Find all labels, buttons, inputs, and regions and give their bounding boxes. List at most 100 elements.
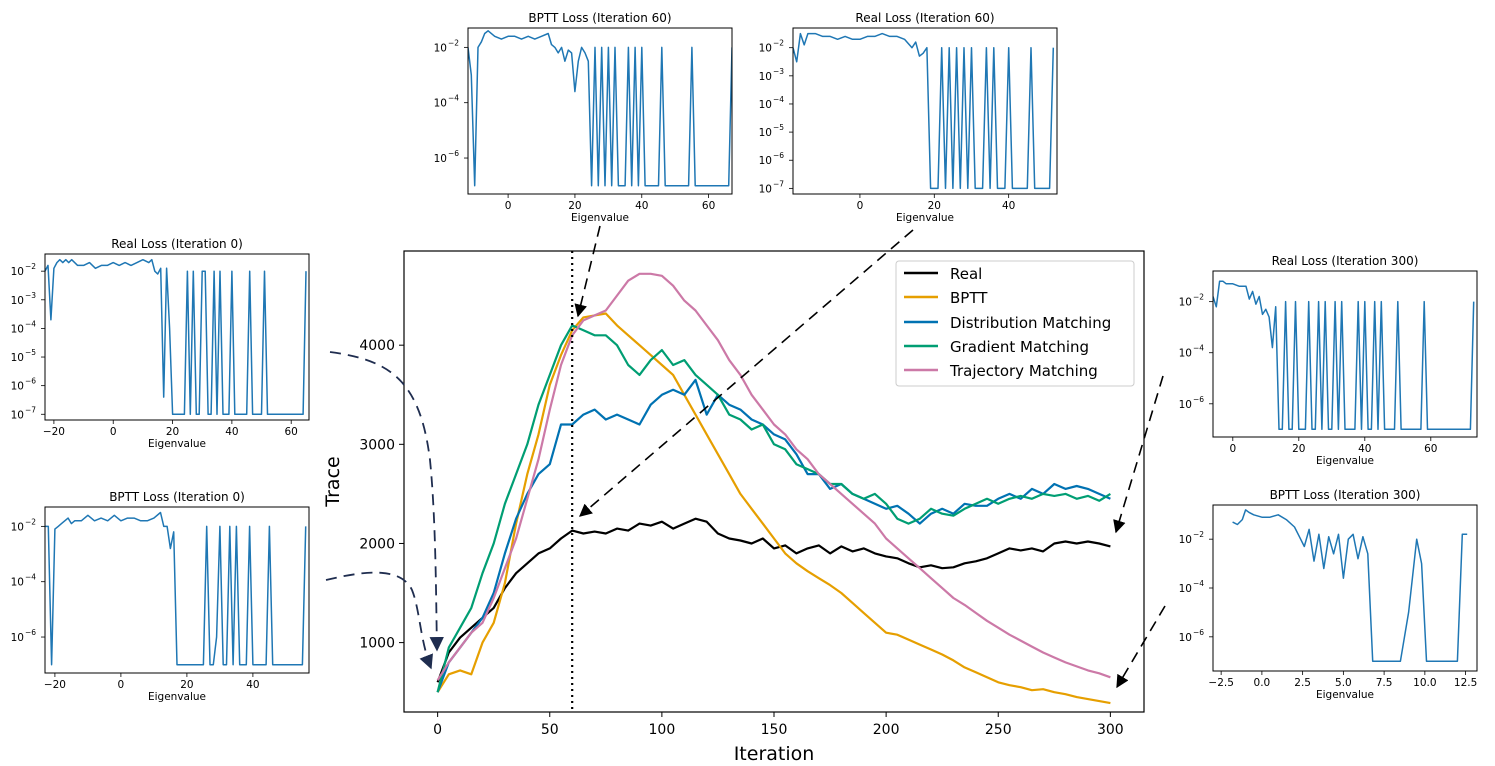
inset-x-tick-label: 12.5 [1454,677,1477,689]
inset-x-tick-label: 60 [1424,443,1437,455]
inset-x-tick-label: 60 [702,200,715,212]
inset-y-tick-exponent: −6 [25,628,36,637]
inset-y-tick-exponent: −5 [773,123,784,132]
series-line-bptt [436,312,1111,705]
inset-x-axis-label: Eigenvalue [148,691,206,703]
inset-y-tick-exponent: −2 [773,39,784,48]
inset-y-tick-label: 10 [759,155,772,167]
inset-frame [1212,270,1478,438]
legend-label-gradient-matching: Gradient Matching [950,338,1089,356]
inset-y-tick-label: 10 [11,381,24,393]
inset-x-tick-label: 60 [285,426,298,438]
inset-y-tick-label: 10 [1179,348,1192,360]
inset-x-tick-label: 0 [857,200,864,212]
inset-x-tick-label: 40 [225,426,238,438]
inset-y-tick-label: 10 [1179,297,1192,309]
inset-x-tick-label: 0 [110,426,117,438]
inset-y-tick-exponent: −6 [773,151,784,160]
x-tick-label: 300 [1097,722,1124,738]
inset-x-tick-label: −20 [43,426,65,438]
inset-y-tick-exponent: −7 [773,179,784,188]
spectrum-line [45,258,307,416]
inset-y-tick-label: 10 [1179,534,1192,546]
inset-real-loss-iter-300: Real Loss (Iteration 300)0 20 40 6010−610−4… [1179,254,1478,467]
inset-frame [44,506,310,674]
legend-label-distribution-matching: Distribution Matching [950,314,1111,332]
inset-y-tick-label: 10 [759,127,772,139]
inset-x-tick-label: 0 [118,679,125,691]
arrow-bptt-0 [325,571,433,670]
inset-x-tick-label: 20 [568,200,581,212]
legend-box [895,260,1135,387]
series-line-real [436,517,1111,683]
arrow-bptt-300 [1116,605,1166,689]
inset-x-tick-label: 20 [1292,443,1305,455]
arrow-bptt-60 [574,225,601,318]
inset-y-tick-label: 10 [759,43,772,55]
x-tick-label: 0 [433,722,442,738]
legend-label-trajectory-matching: Trajectory Matching [949,362,1098,380]
inset-y-tick-exponent: −3 [773,67,784,76]
x-axis-label: Iteration [734,743,815,765]
inset-x-tick-label: 40 [1358,443,1371,455]
inset-x-tick-label: 2.5 [1294,677,1311,689]
inset-y-tick-exponent: −4 [25,573,36,582]
y-tick-label: 4000 [359,338,395,354]
inset-y-tick-label: 10 [1179,583,1192,595]
inset-title: Real Loss (Iteration 300) [1272,254,1419,268]
inset-x-tick-label: −2.5 [1208,677,1234,689]
arrow-real-300 [1113,375,1164,534]
legend-label-real: Real [950,265,982,283]
inset-y-tick-label: 10 [1179,632,1192,644]
inset-y-tick-exponent: −6 [448,149,459,158]
inset-y-tick-label: 10 [1179,399,1192,411]
inset-title: BPTT Loss (Iteration 300) [1270,488,1421,502]
inset-y-tick-exponent: −4 [1193,344,1204,353]
inset-x-tick-label: 20 [180,679,193,691]
inset-y-tick-exponent: −2 [1193,293,1204,302]
inset-y-tick-exponent: −4 [25,319,36,328]
inset-y-tick-label: 10 [759,183,772,195]
inset-y-tick-label: 10 [11,352,24,364]
inset-x-tick-label: 0 [505,200,512,212]
inset-x-tick-label: 40 [1002,200,1015,212]
inset-y-tick-exponent: −5 [25,348,36,357]
inset-x-tick-label: 40 [246,679,259,691]
inset-x-tick-label: 20 [928,200,941,212]
inset-y-tick-label: 10 [11,266,24,278]
main-chart: 0 50 100 150 200 250 300 1000 2000 3000 4000 Iterat… [322,250,1145,765]
spectrum-line [793,32,1055,190]
inset-y-tick-label: 10 [759,71,772,83]
connector-arrows [325,225,1166,689]
inset-x-axis-label: Eigenvalue [1316,455,1374,467]
inset-x-tick-label: 40 [635,200,648,212]
y-tick-label: 3000 [359,437,395,453]
inset-y-tick-label: 10 [11,577,24,589]
inset-y-tick-exponent: −4 [1193,579,1204,588]
inset-frame [1212,504,1478,672]
inset-y-tick-label: 10 [11,521,24,533]
x-tick-label: 100 [649,722,676,738]
inset-y-tick-exponent: −6 [1193,395,1204,404]
x-tick-label: 200 [873,722,900,738]
inset-title: BPTT Loss (Iteration 0) [109,490,245,504]
inset-frame [44,253,310,421]
series-line-tm [436,272,1111,681]
x-tick-label: 250 [985,722,1012,738]
inset-x-axis-label: Eigenvalue [1316,689,1374,701]
inset-y-tick-exponent: −2 [25,262,36,271]
inset-y-tick-exponent: −4 [448,94,459,103]
inset-y-tick-label: 10 [11,409,24,421]
arrow-real-60 [579,229,914,517]
inset-y-tick-label: 10 [11,632,24,644]
y-axis-label: Trace [322,456,344,507]
y-tick-label: 1000 [359,636,395,652]
inset-y-tick-label: 10 [434,42,447,54]
inset-x-tick-label: 0.0 [1254,677,1271,689]
inset-y-tick-exponent: −2 [25,517,36,526]
inset-bptt-loss-iter-300: BPTT Loss (Iteration 300) −2.5 0.0 2.5 5.0 7.… [1179,488,1478,701]
inset-frame [792,27,1058,195]
